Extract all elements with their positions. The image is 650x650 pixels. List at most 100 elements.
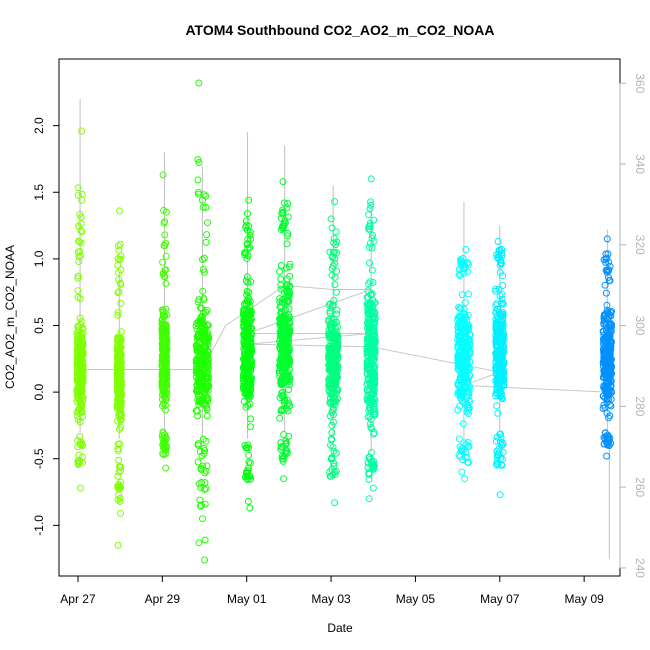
data-point [282,363,290,371]
data-point [494,461,502,469]
data-point [245,451,253,459]
reference-line-segment [225,285,285,326]
data-point [465,372,473,380]
data-point [285,432,293,440]
y2-tick-label: 260 [633,477,647,497]
data-point [330,447,338,455]
data-point [605,273,612,281]
outlier-point [245,196,253,204]
data-point [330,239,338,247]
data-point [159,434,167,442]
data-point [364,294,372,302]
data-point [367,198,374,206]
data-point [76,432,84,440]
data-point [115,388,123,396]
data-point [116,240,124,248]
data-point [277,363,285,371]
series-cluster-6 [276,145,294,483]
data-point [370,216,378,224]
data-point [603,391,611,399]
data-point [78,228,86,236]
data-point [286,272,294,280]
data-point [277,285,285,293]
data-point [493,348,501,356]
data-point [366,380,374,387]
data-point [162,367,170,375]
y-axis-label: CO2_AO2_m_CO2_NOAA [3,245,17,389]
data-point [284,337,292,345]
data-point [244,401,252,409]
data-point [331,259,339,267]
data-point [117,423,124,431]
y-tick-label: 2.0 [32,117,46,134]
data-point [194,441,202,449]
data-point [492,340,500,348]
outlier-point [327,215,335,223]
data-point [605,277,613,285]
data-point [605,266,613,274]
data-point [278,389,286,397]
outlier-point [279,178,287,186]
data-point [74,356,82,363]
data-point [364,320,372,328]
data-point [368,351,376,359]
data-point [457,394,464,402]
data-point [246,351,254,359]
data-point [282,264,290,272]
data-point [200,254,208,262]
outlier-point [246,504,254,512]
data-point [496,268,504,276]
data-point [498,442,506,449]
data-point [159,270,167,278]
data-point [199,328,207,336]
data-point [285,315,292,323]
data-point [161,390,169,398]
data-point [364,392,372,400]
data-point [284,311,292,319]
data-point [242,224,250,232]
x-tick-label: May 07 [480,592,520,606]
outlier-point [331,198,339,206]
data-point [117,299,125,307]
outlier-point [77,239,85,247]
outlier-point [195,79,203,87]
data-point [115,269,122,277]
outlier-point [461,475,469,483]
reference-line-segment [247,289,372,334]
x-tick-label: Apr 27 [60,592,96,606]
data-point [76,238,84,246]
data-point [194,412,202,420]
data-point [114,397,122,404]
data-point [498,246,506,254]
series-cluster-3 [158,152,171,472]
data-point [203,231,211,239]
data-point [370,464,378,472]
data-point [115,456,123,464]
data-point [194,376,202,384]
data-point [278,452,286,460]
data-point [115,276,123,284]
data-point [454,354,462,362]
data-point [462,328,470,335]
data-point [460,439,468,447]
y2-tick-label: 320 [633,235,647,255]
data-point [244,328,252,336]
data-point [334,363,341,371]
data-point [244,240,252,248]
y2-tick-label: 360 [633,73,647,93]
data-point [116,255,124,263]
data-point [114,308,122,316]
data-point [201,500,209,508]
outlier-point [160,451,168,459]
data-point [114,346,122,353]
data-point [456,304,464,312]
data-point [115,242,122,250]
data-point [328,429,336,436]
data-point [79,397,87,405]
data-point [332,318,340,326]
data-point [245,444,252,452]
reference-line-segment [371,346,500,373]
data-point [284,232,291,240]
data-point [368,266,376,274]
data-point [465,290,472,298]
